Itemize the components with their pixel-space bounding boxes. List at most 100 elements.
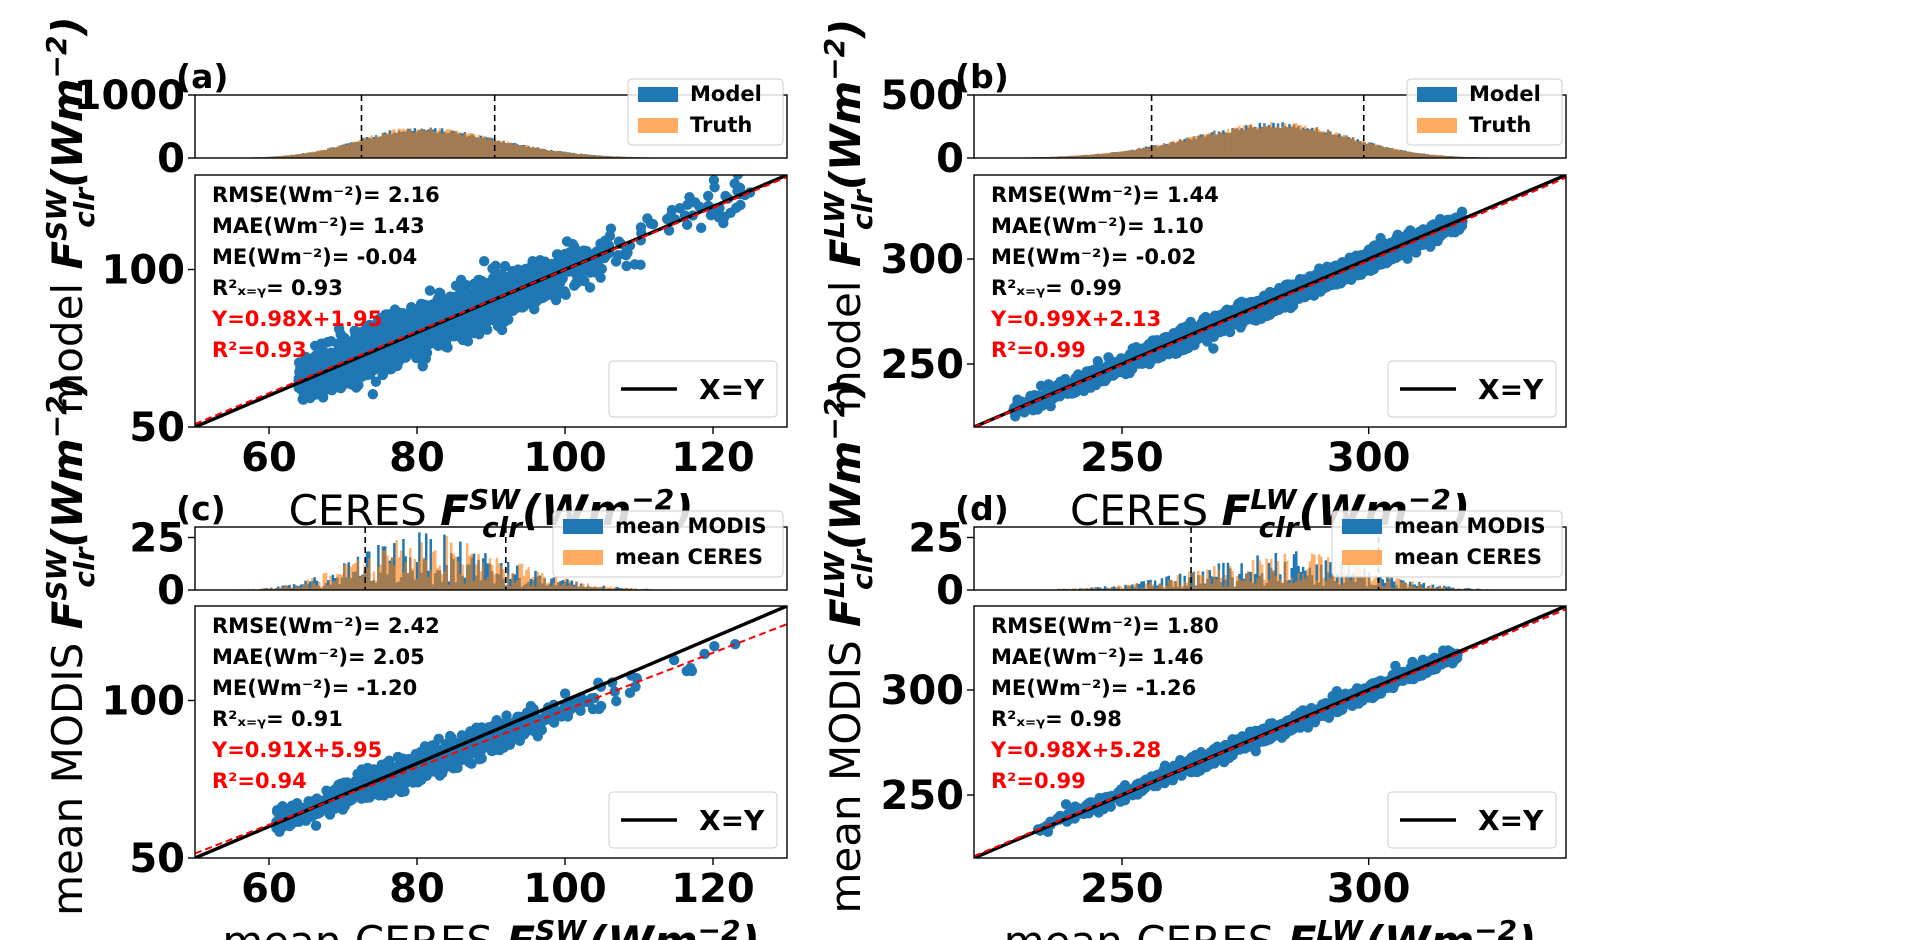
data-point <box>366 330 377 341</box>
truth-bar <box>543 148 546 158</box>
truth-bar <box>1178 139 1182 158</box>
truth-bar <box>1058 156 1061 158</box>
data-point <box>343 339 355 350</box>
data-point <box>348 367 359 378</box>
data-point <box>372 323 384 334</box>
truth-bar <box>279 156 282 158</box>
truth-bar <box>1265 126 1268 158</box>
truth-bar <box>563 152 567 158</box>
stat-fit-equation: Y=0.98X+1.95 <box>211 307 382 331</box>
truth-bar <box>1333 132 1337 158</box>
truth-bar <box>1342 134 1346 158</box>
truth-bar <box>283 155 287 158</box>
scatter-frame <box>194 174 788 428</box>
data-point <box>552 249 563 260</box>
truth-bar <box>1090 154 1093 158</box>
truth-bar <box>1247 125 1250 158</box>
data-point <box>370 376 382 387</box>
truth-bar <box>1055 156 1059 158</box>
truth-bar <box>424 130 428 158</box>
truth-bar <box>1124 150 1127 158</box>
stat-me: ME(Wm⁻²)= -0.04 <box>212 245 417 269</box>
truth-bar <box>1071 155 1075 158</box>
truth-bar <box>1317 129 1321 158</box>
data-point <box>323 351 335 362</box>
truth-bar <box>356 141 360 158</box>
truth-bar <box>1199 136 1202 158</box>
truth-bar <box>468 133 471 158</box>
truth-bar <box>374 136 378 158</box>
truth-bar <box>438 128 442 158</box>
truth-bar <box>1306 130 1309 158</box>
truth-bar <box>413 132 417 158</box>
truth-bar <box>1267 126 1271 158</box>
truth-bar <box>379 136 382 158</box>
truth-bar <box>333 148 337 158</box>
truth-bar <box>472 133 476 158</box>
truth-bar <box>358 139 362 158</box>
truth-bar <box>1331 134 1334 158</box>
truth-bar <box>1183 141 1186 158</box>
truth-bar <box>361 138 364 158</box>
truth-bar <box>324 149 328 158</box>
data-point <box>482 282 494 293</box>
truth-bar <box>602 155 606 158</box>
truth-bar <box>402 128 405 158</box>
truth-bar <box>1160 144 1164 158</box>
truth-bar <box>609 156 612 158</box>
data-point <box>374 313 386 324</box>
truth-bar <box>1158 145 1161 158</box>
truth-bar <box>1322 131 1325 158</box>
truth-bar <box>509 142 512 158</box>
data-point <box>674 202 686 214</box>
data-point <box>295 362 306 374</box>
data-point <box>1208 343 1219 354</box>
data-point <box>561 236 573 247</box>
hist-tick-label: 500 <box>881 73 965 119</box>
truth-bar <box>1411 152 1414 158</box>
truth-bar <box>1117 151 1120 158</box>
truth-bar <box>274 156 278 158</box>
truth-bar <box>1092 154 1095 158</box>
truth-bar <box>1281 126 1284 158</box>
y-tick-label: 50 <box>129 405 185 451</box>
truth-bar <box>1240 130 1243 158</box>
truth-bar <box>1383 148 1387 158</box>
data-point <box>589 267 601 278</box>
truth-bar <box>436 131 439 158</box>
truth-bar <box>445 129 448 158</box>
truth-bar <box>1445 155 1448 158</box>
truth-bar <box>1065 156 1068 158</box>
truth-bar <box>1060 156 1063 158</box>
truth-bar <box>1137 147 1141 158</box>
truth-bar <box>1370 143 1373 158</box>
truth-bar <box>1356 141 1359 158</box>
truth-bar <box>516 144 519 158</box>
truth-bar <box>559 151 562 158</box>
truth-bar <box>1067 155 1070 158</box>
data-point <box>600 235 611 246</box>
truth-bar <box>329 147 332 158</box>
data-point <box>622 247 633 258</box>
data-point <box>515 290 526 302</box>
truth-bar <box>1149 146 1152 158</box>
data-point <box>499 260 511 272</box>
truth-bar <box>1326 129 1330 158</box>
truth-bar <box>1115 152 1118 158</box>
truth-bar <box>459 132 462 158</box>
stat-r2-xy: R²ₓ₌ᵧ= 0.93 <box>212 276 343 300</box>
truth-bar <box>1274 126 1278 158</box>
data-point <box>579 275 590 287</box>
truth-bar <box>600 155 603 158</box>
truth-bar <box>1292 123 1296 158</box>
stat-r2-fit: R²=0.93 <box>212 338 307 362</box>
truth-bar <box>554 150 558 158</box>
truth-bar <box>1301 128 1305 158</box>
truth-bar <box>1076 155 1079 158</box>
truth-bar <box>1413 152 1416 158</box>
x-tick-label: 120 <box>671 435 755 481</box>
truth-bar <box>550 150 553 158</box>
